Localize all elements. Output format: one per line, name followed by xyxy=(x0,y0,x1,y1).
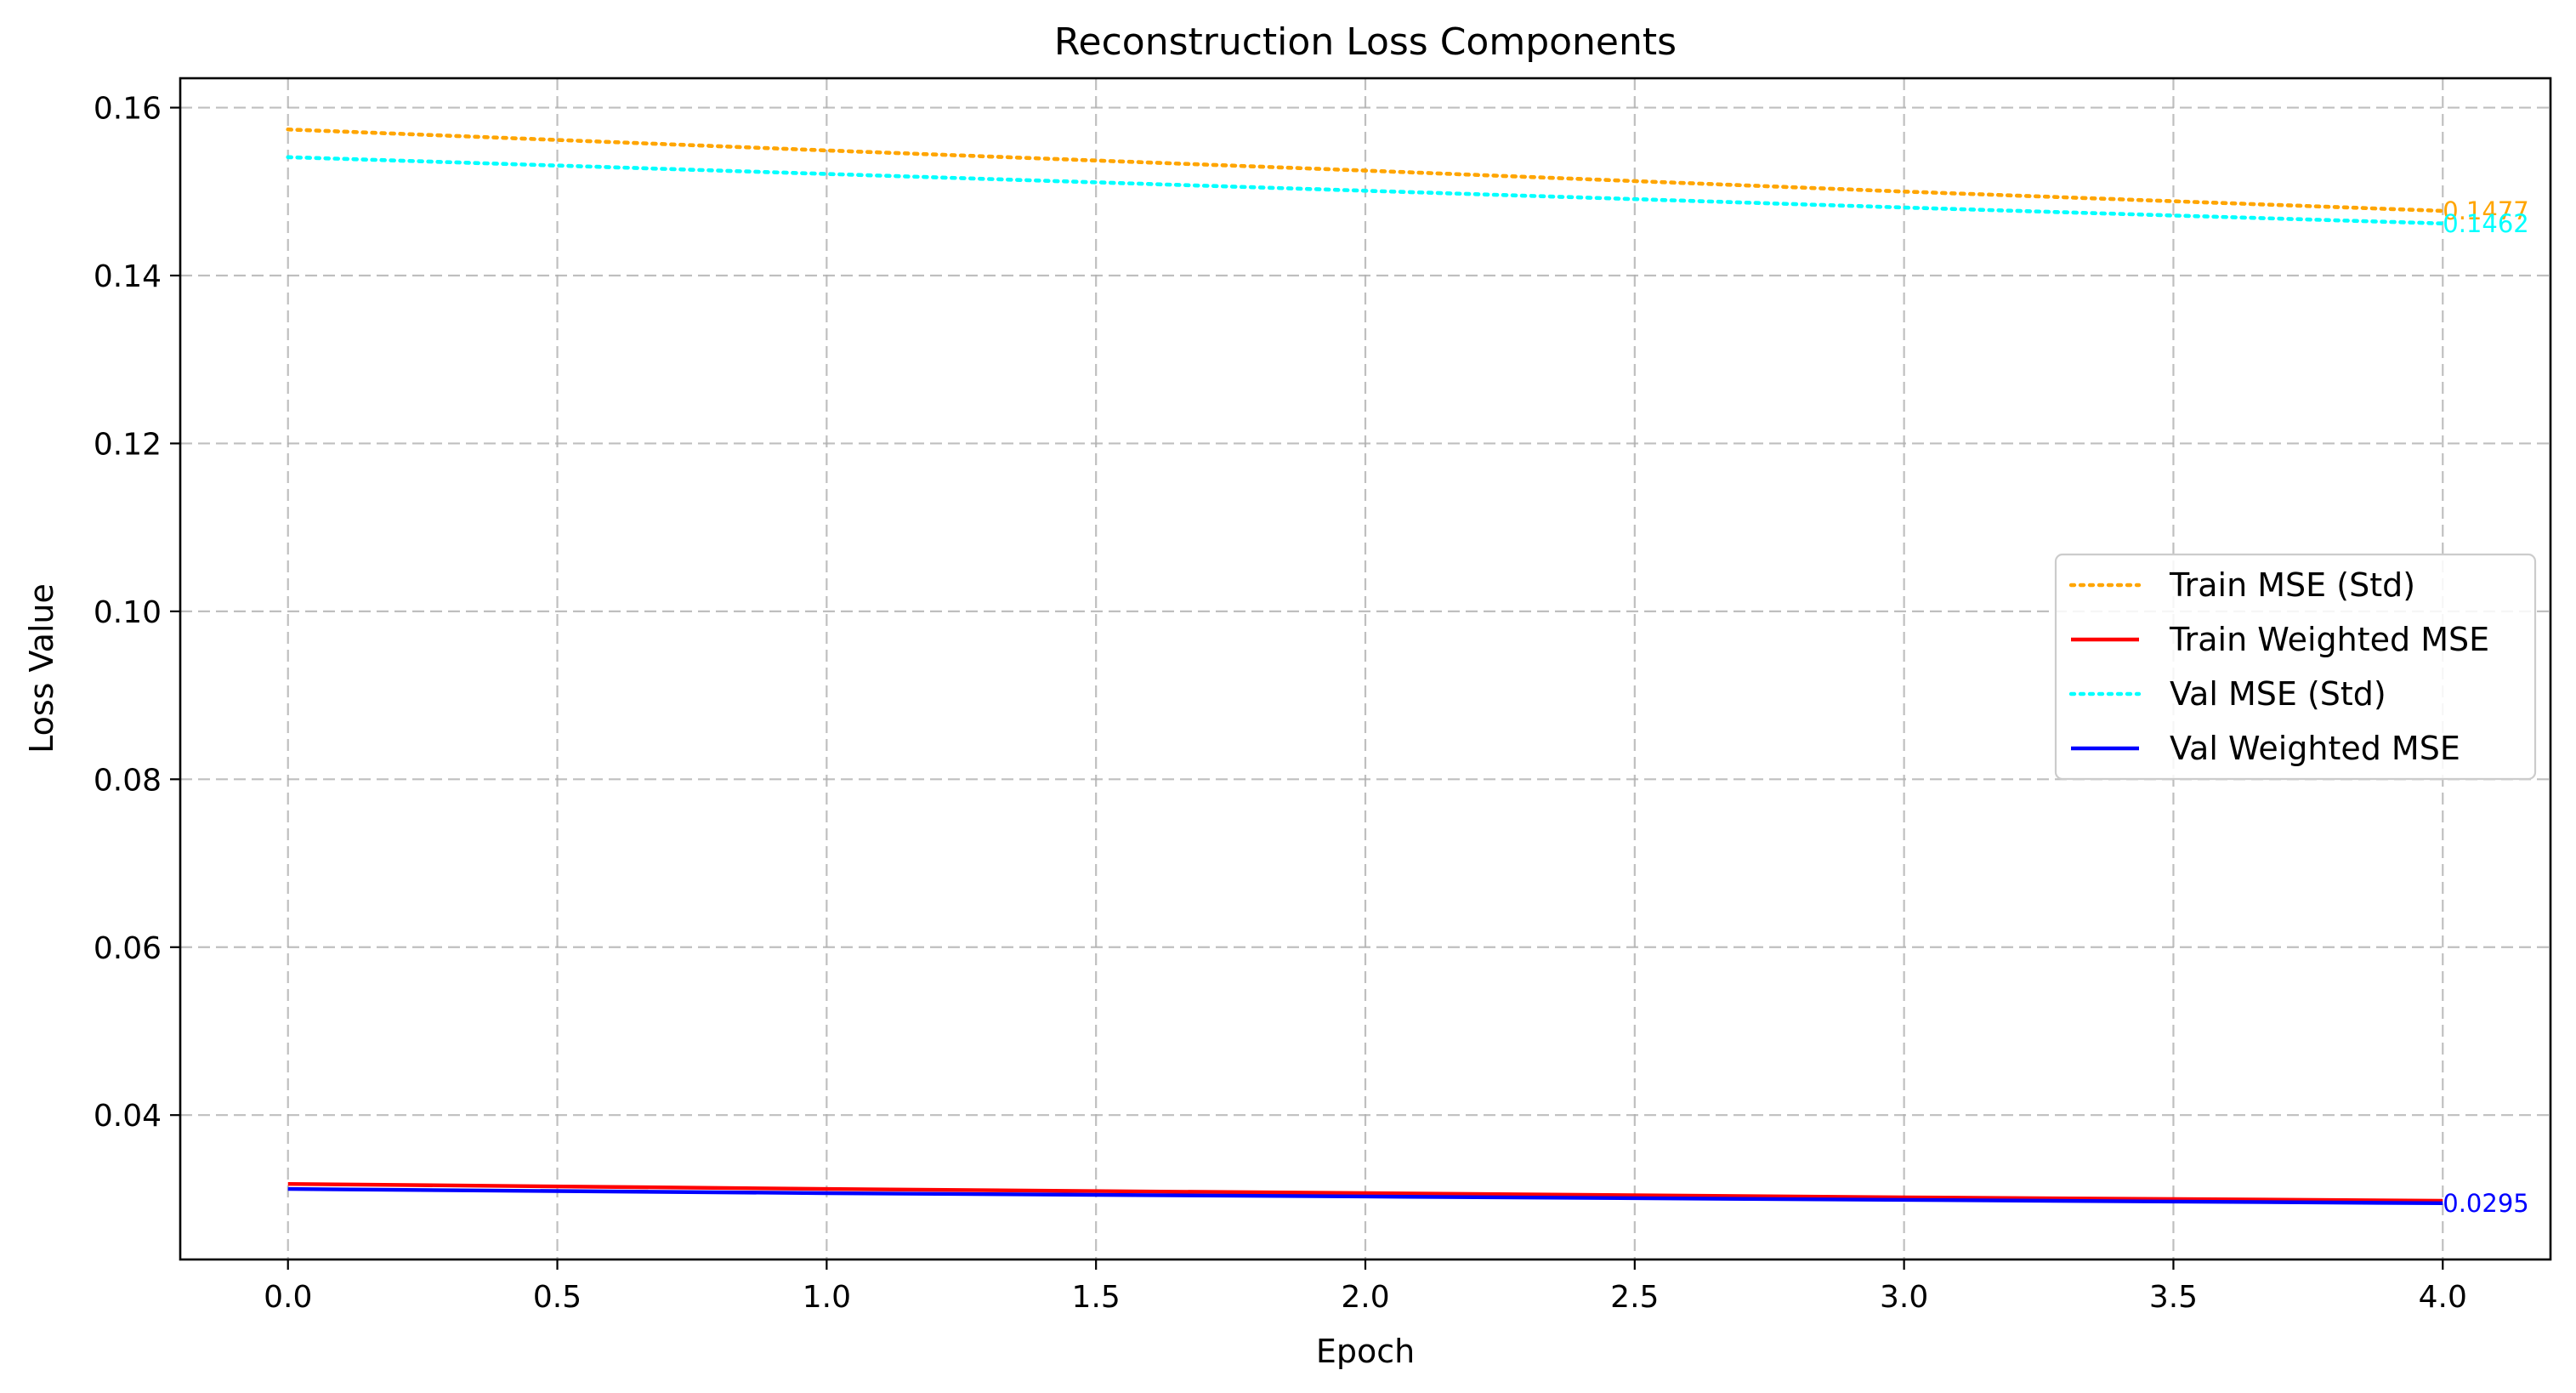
y-axis-label: Loss Value xyxy=(23,583,60,753)
y-tick-label: 0.16 xyxy=(94,92,162,127)
series-line-train-mse-std xyxy=(286,127,2445,213)
x-tick-label: 1.5 xyxy=(1072,1280,1121,1315)
legend-label-train-mse-std: Train MSE (Std) xyxy=(2169,566,2415,604)
legend-box xyxy=(2054,553,2537,781)
x-tick-label: 4.0 xyxy=(2419,1280,2467,1315)
x-tick-label: 1.0 xyxy=(803,1280,851,1315)
series-line-val-mse-std xyxy=(286,155,2445,226)
y-tick-label: 0.04 xyxy=(94,1099,162,1134)
x-tick-label: 0.0 xyxy=(264,1280,312,1315)
legend: Train MSE (Std) Train Weighted MSE Val MSE… xyxy=(2054,553,2537,781)
chart-title: Reconstruction Loss Components xyxy=(1054,20,1677,64)
x-tick-label: 2.5 xyxy=(1610,1280,1659,1315)
x-tick-label: 3.5 xyxy=(2149,1280,2198,1315)
end-value-label-val-mse-std: 0.1462 xyxy=(2443,209,2528,238)
y-tick-label: 0.12 xyxy=(94,427,162,462)
series-line-train-weighted-mse xyxy=(287,1181,2443,1203)
y-tick-label: 0.06 xyxy=(94,931,162,966)
legend-label-train-weighted-mse: Train Weighted MSE xyxy=(2169,621,2489,658)
series-line-val-weighted-mse xyxy=(287,1186,2443,1206)
x-tick-label: 0.5 xyxy=(533,1280,582,1315)
x-tick-label: 3.0 xyxy=(1880,1280,1928,1315)
end-value-label-val-weighted-mse: 0.0295 xyxy=(2443,1189,2528,1218)
legend-label-val-mse-std: Val MSE (Std) xyxy=(2170,675,2386,713)
x-tick-label: 2.0 xyxy=(1341,1280,1389,1315)
y-tick-label: 0.10 xyxy=(94,595,162,630)
y-tick-label: 0.14 xyxy=(94,259,162,294)
series-lines xyxy=(286,127,2445,1206)
legend-label-val-weighted-mse: Val Weighted MSE xyxy=(2170,730,2460,767)
axis-ticks: 0.0 0.5 1.0 1.5 2.0 2.5 3.0 3.5 4.0 0.04 0.06 0.08 0… xyxy=(94,92,2467,1315)
end-value-label-train-mse-std: 0.1477 xyxy=(2443,196,2528,225)
y-tick-label: 0.08 xyxy=(94,763,162,798)
x-axis-label: Epoch xyxy=(1316,1333,1415,1370)
